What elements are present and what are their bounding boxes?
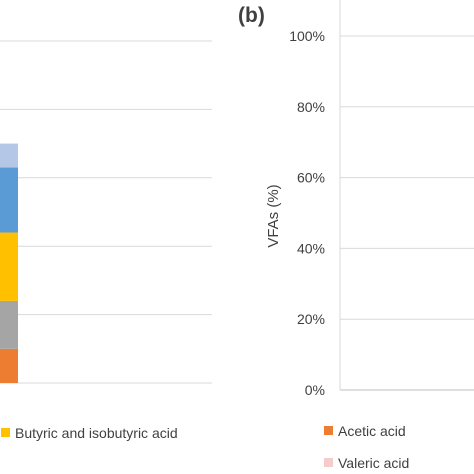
y-tick-label: 100% [289, 28, 325, 44]
right-panel-y-axis-label: VFAs (%) [265, 184, 282, 247]
legend: Butyric and isobutyric acid Acetic acid Va… [1, 423, 409, 471]
bar-segment-2 [0, 232, 18, 301]
y-tick-label: 20% [297, 311, 325, 327]
legend-label-2: Valeric acid [338, 455, 409, 471]
legend-swatch-1 [324, 426, 333, 435]
legend-label-0: Butyric and isobutyric acid [15, 425, 178, 441]
y-tick-label: 0% [305, 382, 325, 398]
legend-swatch-2 [324, 458, 333, 467]
bar-segment-0 [0, 348, 18, 383]
left-panel-bars [0, 143, 18, 383]
bar-segment-4 [0, 167, 18, 233]
panel-label-b: (b) [238, 4, 265, 27]
legend-swatch-0 [1, 428, 10, 437]
bar-segment-5 [0, 143, 18, 168]
left-panel-gridlines [0, 40, 212, 384]
bar-segment-1 [0, 300, 18, 349]
legend-label-1: Acetic acid [338, 423, 406, 439]
y-tick-label: 60% [297, 170, 325, 186]
y-tick-label: 80% [297, 99, 325, 115]
y-tick-label: 40% [297, 240, 325, 256]
right-panel-gridlines [339, 0, 474, 391]
right-panel-y-ticks: 0% 20% 40% 60% 80% 100% [289, 28, 325, 398]
